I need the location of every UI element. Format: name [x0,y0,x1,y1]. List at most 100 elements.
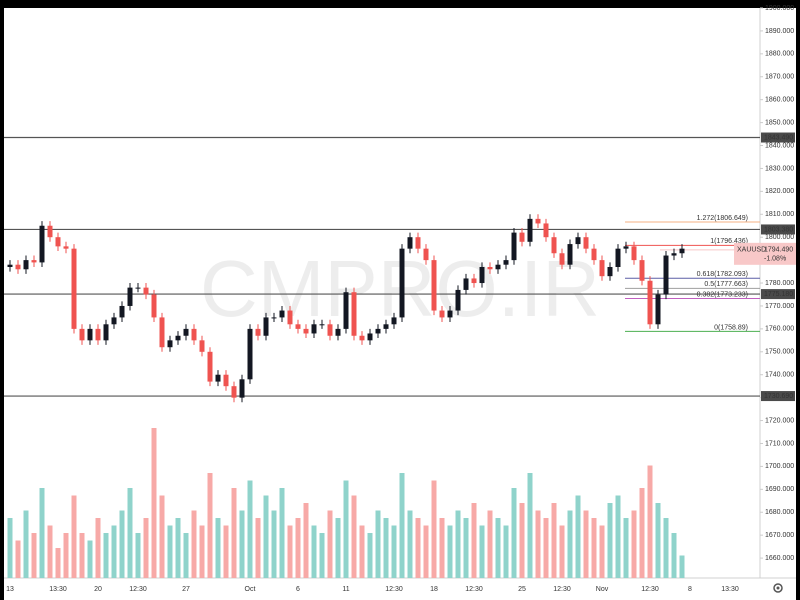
candle-body [175,335,181,341]
volume-bar [271,510,277,578]
candle-body [479,266,485,284]
volume-bar [175,518,181,578]
candle-body [271,317,277,319]
candle-body [55,237,61,247]
candle-body [71,248,77,329]
candle-body [263,317,269,336]
candle-body [423,248,429,261]
candle-body [607,266,613,277]
candle-body [279,310,285,318]
x-tick-label: 12:30 [465,586,483,593]
volume-bar [503,525,509,578]
volume-bar [7,518,13,578]
candle-body [439,310,445,318]
volume-bar [103,533,109,578]
volume-bar [607,503,613,578]
volume-bar [655,503,661,578]
y-tick-label: 1700.000 [765,463,794,470]
volume-bar [119,510,125,578]
candle-body [495,264,501,270]
candle-body [143,287,149,295]
volume-bar [527,473,533,578]
candle-body [679,248,685,254]
candle-body [183,328,189,336]
candle-body [663,255,669,295]
candle-body [631,246,637,261]
y-tick-label: 1770.000 [765,303,794,310]
volume-bar [463,518,469,578]
volume-bar [167,525,173,578]
volume-bar [383,518,389,578]
volume-bar [15,540,21,578]
candle-body [599,260,605,277]
volume-bar [95,518,101,578]
candle-body [615,248,621,267]
volume-bar [447,525,453,578]
volume-bar [23,510,29,578]
volume-bar [407,510,413,578]
settings-icon[interactable] [773,583,783,593]
price-label-box [761,224,795,235]
candle-body [399,248,405,318]
volume-bar [599,525,605,578]
x-tick-label: 8 [688,586,692,593]
volume-bar [327,510,333,578]
candle-body [127,287,133,306]
volume-bar [639,488,645,578]
candle-body [455,289,461,311]
fib-label: 0.618(1782.093) [697,271,748,278]
y-tick-label: 1800.000 [765,234,794,241]
candle-body [135,287,141,289]
volume-bar [191,510,197,578]
candle-body [255,328,261,336]
candle-body [447,310,453,318]
volume-bar [199,525,205,578]
candle-body [191,328,197,341]
volume-bar [215,518,221,578]
x-tick-label: 18 [430,586,438,593]
candle-body [303,328,309,334]
candle-body [543,223,549,238]
x-tick-label: Nov [596,586,609,593]
x-tick-label: 27 [182,586,190,593]
x-tick-label: 12:30 [641,586,659,593]
volume-bar [303,503,309,578]
volume-bar [335,518,341,578]
candle-body [319,324,325,326]
volume-bar [551,503,557,578]
x-tick-label: 12:30 [385,586,403,593]
candle-body [383,324,389,329]
volume-bar [159,495,165,578]
volume-bar [423,525,429,578]
candle-body [511,232,517,261]
volume-bar [135,533,141,578]
volume-bar [143,518,149,578]
volume-bar [591,518,597,578]
candle-body [375,328,381,334]
candle-body [671,253,677,256]
volume-bar [71,495,77,578]
volume-bar [519,503,525,578]
volume-bar [247,480,253,578]
volume-bar [479,525,485,578]
volume-bar [399,473,405,578]
candle-body [7,264,13,267]
x-tick-label: 13 [6,586,14,593]
fib-label: 1.272(1806.649) [697,215,748,222]
candle-body [407,237,413,249]
y-tick-label: 1840.000 [765,142,794,149]
y-tick-label: 1740.000 [765,372,794,379]
fib-label: 0.5(1777.663) [704,281,748,288]
candle-body [23,260,29,270]
last-price-box [734,242,796,265]
candle-body [343,292,349,329]
candle-body [247,328,253,380]
candle-body [15,264,21,270]
candle-body [559,253,565,265]
candle-body [95,328,101,341]
volume-bar [391,525,397,578]
x-tick-label: 12:30 [129,586,147,593]
y-tick-label: 1680.000 [765,509,794,516]
price-label: 1843.490 [764,134,793,141]
